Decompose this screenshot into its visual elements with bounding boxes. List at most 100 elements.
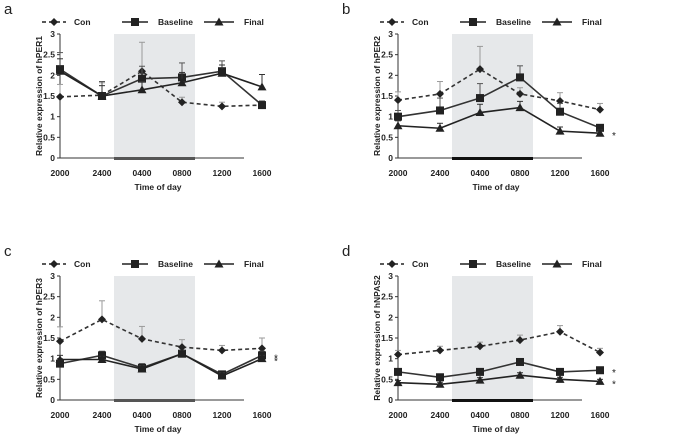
- data-point: [475, 108, 485, 117]
- y-tick-label: 0: [388, 395, 393, 405]
- significance-mark: *: [612, 368, 616, 379]
- x-tick-label: 2000: [51, 168, 70, 178]
- series-baseline: [394, 65, 604, 132]
- data-point: [596, 123, 604, 132]
- data-point: [595, 376, 605, 385]
- data-point: [394, 112, 402, 121]
- x-tick-label: 1600: [591, 410, 610, 420]
- data-point: [435, 123, 445, 132]
- significance-mark: *: [274, 357, 278, 368]
- y-tick-label: 1: [50, 354, 55, 364]
- y-tick-label: 1.5: [381, 333, 393, 343]
- legend-label: Final: [244, 17, 264, 27]
- x-tick-label: 0400: [471, 168, 490, 178]
- data-point: [258, 344, 266, 353]
- data-point: [515, 370, 525, 379]
- data-point: [394, 367, 402, 376]
- x-axis-title: Time of day: [472, 182, 519, 192]
- data-point: [138, 334, 146, 343]
- y-tick-label: 2.5: [43, 50, 55, 60]
- data-point: [436, 106, 444, 115]
- legend-marker: [131, 18, 139, 26]
- series-baseline: [394, 357, 604, 382]
- series-line: [397, 106, 601, 134]
- series-line: [397, 76, 601, 129]
- y-tick-label: 2.5: [43, 292, 55, 302]
- x-tick-label: 1600: [253, 168, 272, 178]
- x-tick-label: 0400: [133, 410, 152, 420]
- panel-letter: c: [4, 243, 12, 260]
- y-tick-label: 2: [388, 70, 393, 80]
- data-point: [137, 364, 147, 373]
- data-point: [556, 327, 564, 336]
- legend-label: Final: [244, 259, 264, 269]
- data-point: [217, 371, 227, 380]
- legend-marker: [214, 259, 224, 268]
- data-point: [516, 357, 524, 366]
- y-tick-label: 0.5: [43, 132, 55, 142]
- chart-panel-c: c Con Baseline Final 0 0.5 1 1.5 2 2.5 3 2000 2400 04…: [4, 243, 278, 434]
- legend-label: Final: [582, 259, 602, 269]
- data-point: [393, 121, 403, 130]
- significance-mark: *: [274, 353, 278, 364]
- data-point: [476, 65, 484, 74]
- x-tick-label: 2400: [431, 410, 450, 420]
- x-tick-label: 1200: [213, 410, 232, 420]
- x-tick-label: 1200: [551, 168, 570, 178]
- y-tick-label: 1: [388, 354, 393, 364]
- legend-label: Con: [412, 17, 429, 27]
- significance-mark: *: [612, 379, 616, 390]
- panel-letter: b: [342, 1, 350, 18]
- y-axis-title: Relative expression of hPER2: [372, 36, 382, 156]
- data-point: [393, 378, 403, 387]
- chart-panel-d: d Con Baseline Final 0 0.5 1 1.5 2 2.5 3 2000 2400 04…: [342, 243, 616, 434]
- y-axis-title: Relative expression of hPER3: [34, 278, 44, 398]
- x-tick-label: 0800: [173, 410, 192, 420]
- significance-mark: *: [612, 131, 616, 142]
- data-point: [436, 373, 444, 382]
- x-tick-label: 2000: [389, 410, 408, 420]
- legend-label: Baseline: [158, 259, 193, 269]
- data-point: [555, 126, 565, 135]
- legend-marker: [214, 17, 224, 26]
- y-tick-label: 0.5: [381, 132, 393, 142]
- data-point: [516, 73, 524, 82]
- y-tick-label: 3: [50, 271, 55, 281]
- y-tick-label: 2.5: [381, 292, 393, 302]
- x-tick-label: 1600: [591, 168, 610, 178]
- y-tick-label: 1: [50, 112, 55, 122]
- data-point: [476, 342, 484, 351]
- data-point: [555, 374, 565, 383]
- y-axis-title: Relative expression of hPER1: [34, 36, 44, 156]
- data-point: [596, 348, 604, 357]
- data-point: [138, 74, 146, 83]
- legend-label: Baseline: [496, 17, 531, 27]
- legend-label: Baseline: [158, 17, 193, 27]
- data-point: [258, 101, 266, 110]
- legend-marker: [552, 259, 562, 268]
- y-tick-label: 0: [50, 153, 55, 163]
- y-tick-label: 3: [388, 29, 393, 39]
- data-point: [436, 89, 444, 98]
- x-tick-label: 0800: [511, 410, 530, 420]
- x-axis-title: Time of day: [134, 424, 181, 434]
- data-point: [177, 349, 187, 358]
- series-final: [55, 349, 267, 380]
- legend-label: Final: [582, 17, 602, 27]
- data-point: [218, 346, 226, 355]
- shaded-region: [114, 34, 195, 158]
- x-tick-label: 0400: [133, 168, 152, 178]
- series-line: [60, 352, 263, 377]
- y-axis-title: Relative expression of hNPAS2: [372, 275, 382, 401]
- data-point: [475, 375, 485, 384]
- y-tick-label: 0.5: [43, 374, 55, 384]
- series-con: [394, 45, 604, 114]
- y-tick-label: 1.5: [381, 91, 393, 101]
- legend-label: Baseline: [496, 259, 531, 269]
- data-point: [55, 66, 65, 75]
- series-line: [59, 318, 263, 352]
- x-tick-label: 0800: [173, 168, 192, 178]
- y-tick-label: 3: [388, 271, 393, 281]
- legend-marker: [469, 18, 477, 26]
